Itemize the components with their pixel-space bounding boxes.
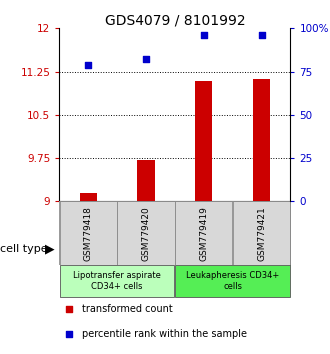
Text: GSM779420: GSM779420 — [142, 206, 150, 261]
Bar — [60, 201, 117, 265]
Text: percentile rank within the sample: percentile rank within the sample — [82, 330, 248, 339]
Bar — [175, 265, 289, 297]
Text: GSM779419: GSM779419 — [199, 206, 208, 261]
Point — [85, 62, 91, 68]
Bar — [80, 193, 97, 201]
Title: GDS4079 / 8101992: GDS4079 / 8101992 — [105, 13, 245, 27]
Point — [259, 33, 264, 38]
Text: cell type: cell type — [0, 244, 48, 254]
Point — [66, 307, 71, 312]
Text: ▶: ▶ — [45, 242, 54, 256]
Bar — [60, 265, 174, 297]
Text: transformed count: transformed count — [82, 304, 173, 314]
Bar — [117, 201, 175, 265]
Text: Leukapheresis CD34+
cells: Leukapheresis CD34+ cells — [186, 271, 279, 291]
Point — [201, 33, 207, 38]
Point — [143, 57, 148, 62]
Point — [66, 332, 71, 337]
Bar — [137, 160, 155, 201]
Text: Lipotransfer aspirate
CD34+ cells: Lipotransfer aspirate CD34+ cells — [73, 271, 161, 291]
Text: GSM779418: GSM779418 — [84, 206, 93, 261]
Bar — [175, 201, 232, 265]
Text: GSM779421: GSM779421 — [257, 206, 266, 261]
Bar — [233, 201, 290, 265]
Bar — [253, 79, 270, 201]
Bar — [195, 81, 213, 201]
